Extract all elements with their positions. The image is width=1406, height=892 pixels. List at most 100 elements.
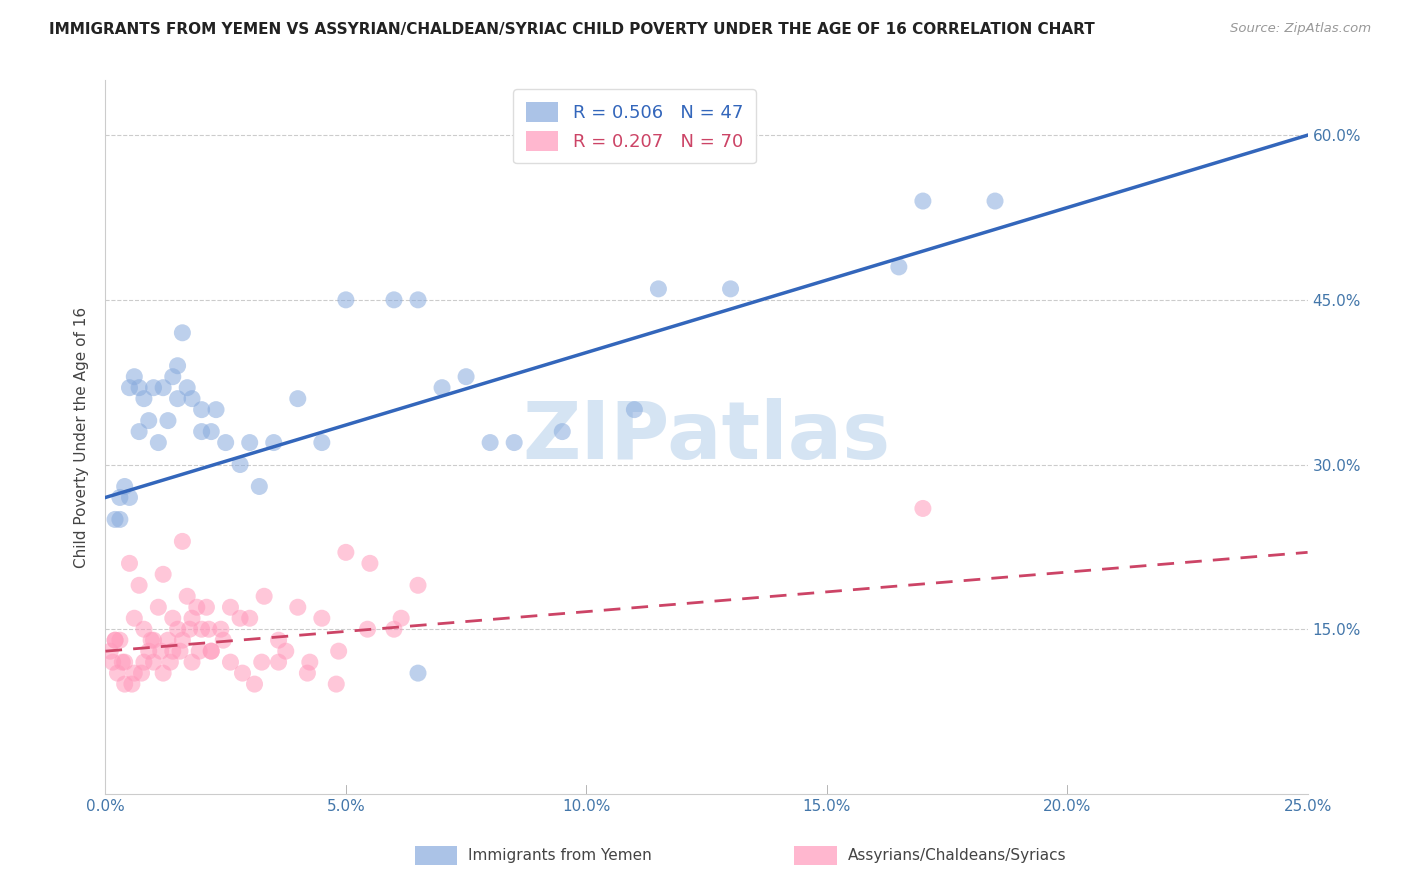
- Point: [984, 194, 1007, 208]
- Point: [152, 666, 174, 681]
- Point: [162, 644, 184, 658]
- Point: [148, 435, 170, 450]
- Point: [231, 666, 253, 681]
- Point: [166, 359, 188, 373]
- Point: [328, 644, 350, 658]
- Point: [142, 633, 165, 648]
- Point: [156, 414, 179, 428]
- Point: [503, 435, 526, 450]
- Point: [551, 425, 574, 439]
- Point: [200, 644, 222, 658]
- Point: [172, 633, 194, 648]
- Point: [190, 622, 212, 636]
- Point: [108, 491, 131, 505]
- Point: [325, 677, 347, 691]
- Point: [152, 381, 174, 395]
- Point: [267, 633, 290, 648]
- Point: [267, 655, 290, 669]
- Point: [720, 282, 742, 296]
- Point: [104, 633, 127, 648]
- Point: [176, 589, 198, 603]
- Point: [138, 414, 160, 428]
- Point: [356, 622, 378, 636]
- Point: [406, 293, 429, 307]
- Point: [247, 479, 270, 493]
- Point: [124, 369, 146, 384]
- Point: [382, 622, 405, 636]
- Point: [104, 633, 127, 648]
- Point: [181, 655, 204, 669]
- Point: [406, 666, 429, 681]
- Point: [298, 655, 321, 669]
- Point: [176, 381, 198, 395]
- Point: [124, 611, 146, 625]
- Text: ZIPatlas: ZIPatlas: [523, 398, 890, 476]
- Point: [149, 644, 172, 658]
- Point: [118, 381, 141, 395]
- Point: [108, 633, 131, 648]
- Point: [139, 633, 162, 648]
- Point: [200, 644, 222, 658]
- Point: [219, 655, 242, 669]
- Point: [887, 260, 910, 274]
- Point: [623, 402, 645, 417]
- Point: [142, 655, 165, 669]
- Point: [311, 435, 333, 450]
- Point: [152, 567, 174, 582]
- Point: [111, 655, 134, 669]
- Point: [311, 611, 333, 625]
- Point: [114, 677, 136, 691]
- Point: [430, 381, 453, 395]
- Point: [172, 534, 194, 549]
- Point: [166, 622, 188, 636]
- Point: [190, 425, 212, 439]
- Point: [142, 381, 165, 395]
- Point: [647, 282, 669, 296]
- Point: [98, 644, 121, 658]
- Point: [214, 435, 236, 450]
- Text: Assyrians/Chaldeans/Syriacs: Assyrians/Chaldeans/Syriacs: [848, 848, 1066, 863]
- Point: [107, 666, 129, 681]
- Point: [131, 666, 153, 681]
- Point: [181, 392, 204, 406]
- Point: [118, 491, 141, 505]
- Point: [274, 644, 297, 658]
- Point: [162, 369, 184, 384]
- Point: [128, 578, 150, 592]
- Point: [162, 611, 184, 625]
- Point: [148, 600, 170, 615]
- Point: [209, 622, 232, 636]
- Point: [172, 326, 194, 340]
- Point: [253, 589, 276, 603]
- Point: [212, 633, 235, 648]
- Point: [198, 622, 221, 636]
- Point: [195, 600, 218, 615]
- Point: [911, 194, 934, 208]
- Point: [104, 512, 127, 526]
- Point: [132, 655, 155, 669]
- Point: [181, 611, 204, 625]
- Point: [108, 512, 131, 526]
- Point: [359, 557, 381, 571]
- Point: [406, 578, 429, 592]
- Point: [297, 666, 319, 681]
- Point: [382, 293, 405, 307]
- Point: [166, 392, 188, 406]
- Point: [132, 622, 155, 636]
- Text: Source: ZipAtlas.com: Source: ZipAtlas.com: [1230, 22, 1371, 36]
- Point: [101, 655, 124, 669]
- Point: [124, 666, 146, 681]
- Point: [287, 392, 309, 406]
- Legend: R = 0.506   N = 47, R = 0.207   N = 70: R = 0.506 N = 47, R = 0.207 N = 70: [513, 89, 755, 163]
- Y-axis label: Child Poverty Under the Age of 16: Child Poverty Under the Age of 16: [75, 307, 90, 567]
- Text: IMMIGRANTS FROM YEMEN VS ASSYRIAN/CHALDEAN/SYRIAC CHILD POVERTY UNDER THE AGE OF: IMMIGRANTS FROM YEMEN VS ASSYRIAN/CHALDE…: [49, 22, 1095, 37]
- Point: [190, 402, 212, 417]
- Point: [186, 600, 208, 615]
- Point: [169, 644, 191, 658]
- Point: [159, 655, 181, 669]
- Point: [118, 557, 141, 571]
- Point: [239, 611, 262, 625]
- Point: [243, 677, 266, 691]
- Point: [911, 501, 934, 516]
- Point: [179, 622, 201, 636]
